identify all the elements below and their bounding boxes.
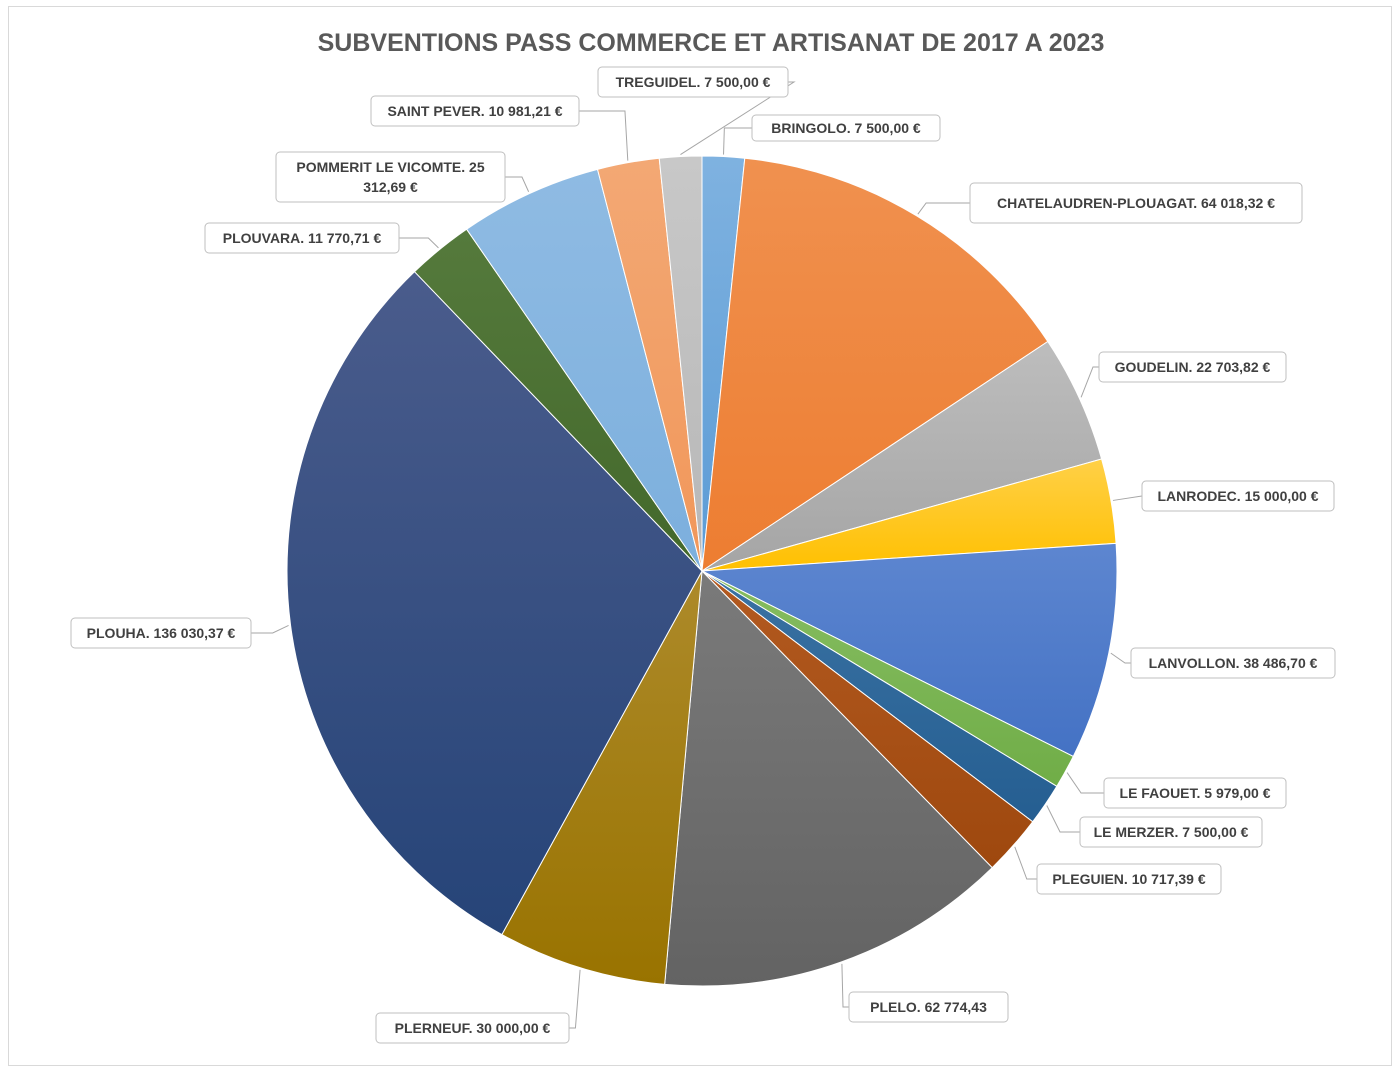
data-label-text: LANVOLLON. 38 486,70 € [1149,655,1318,671]
data-label-box [204,222,400,254]
data-label-box [1079,816,1263,848]
leader-line [1066,772,1104,794]
data-label-lanrodec: LANRODEC. 15 000,00 € [1141,480,1335,512]
data-label-box [1141,480,1335,512]
data-labels: BRINGOLO. 7 500,00 € CHATELAUDREN-PLOUAGA… [70,66,1336,1044]
data-label-treguidel: TREGUIDEL. 7 500,00 € [597,66,789,98]
leader-line [917,202,970,215]
leader-line [569,969,581,1029]
pie-slice-lanvollon [700,542,1118,758]
leader-line [579,110,629,161]
data-label-text: PLOUHA. 136 030,37 € [87,625,236,641]
data-label-text: PLERNEUF. 30 000,00 € [395,1020,551,1036]
leader-line [1014,846,1037,880]
data-label-box [751,114,941,142]
data-label-text: GOUDELIN. 22 703,82 € [1115,359,1271,375]
leader-line [1046,805,1080,833]
data-label-le-faouet: LE FAOUET. 5 979,00 € [1103,777,1287,809]
leader-line [251,625,289,634]
data-label-box [375,1012,570,1044]
chart-frame: SUBVENTIONS PASS COMMERCE ET ARTISANAT D… [8,6,1392,1066]
data-label-plelo: PLELO. 62 774,43 [848,991,1009,1023]
pie-slice-plouha [286,270,703,936]
data-label-pleguien: PLEGUIEN. 10 717,39 € [1036,863,1222,895]
leader-line [399,237,439,249]
data-label-text: PLEGUIEN. 10 717,39 € [1052,871,1206,887]
data-label-bringolo: BRINGOLO. 7 500,00 € [751,114,941,142]
chart-title: SUBVENTIONS PASS COMMERCE ET ARTISANAT D… [318,29,1105,57]
data-label-box [848,991,1009,1023]
slices-layer [286,155,1118,987]
leader-line [1080,366,1099,398]
data-label-text: LE MERZER. 7 500,00 € [1094,824,1249,840]
leader-lines [251,81,1143,1029]
pie-chart: SUBVENTIONS PASS COMMERCE ET ARTISANAT D… [70,29,1336,1044]
data-label-le-merzer: LE MERZER. 7 500,00 € [1079,816,1263,848]
pie-slice-plerneuf [501,570,703,985]
data-label-box [1036,863,1222,895]
pie-slice-chatelaudren-plouagat [701,157,1049,573]
data-label-box [1130,647,1336,679]
leader-line [723,127,752,155]
leader-line [680,81,796,155]
data-label-box [1103,777,1287,809]
pie-slice-pommerit-le-vicomte [465,168,703,572]
data-label-text: PLELO. 62 774,43 [870,999,987,1015]
data-label-box [597,66,789,98]
data-label-text: CHATELAUDREN-PLOUAGAT. 64 018,32 € [997,195,1275,211]
data-label-text: BRINGOLO. 7 500,00 € [771,120,921,136]
data-label-text: 312,69 € [363,179,418,195]
data-label-text: LE FAOUET. 5 979,00 € [1120,785,1271,801]
data-label-box [969,182,1303,224]
data-label-pommerit-le-vicomte: POMMERIT LE VICOMTE. 25 312,69 € [275,151,506,203]
pie-slice-treguidel [658,155,703,572]
data-label-goudelin: GOUDELIN. 22 703,82 € [1098,351,1287,383]
data-label-box [370,95,580,127]
data-label-text: PLOUVARA. 11 770,71 € [223,230,382,246]
leader-line [1112,495,1143,501]
leader-line [505,176,530,192]
data-label-lanvollon: LANVOLLON. 38 486,70 € [1130,647,1336,679]
data-label-box [1098,351,1287,383]
data-label-box [275,151,506,203]
data-label-text: SAINT PEVER. 10 981,21 € [387,103,562,119]
data-label-plouha: PLOUHA. 136 030,37 € [70,617,252,649]
data-label-text: POMMERIT LE VICOMTE. 25 [296,159,484,175]
leader-line [841,963,849,1008]
data-label-chatelaudren-plouagat: CHATELAUDREN-PLOUAGAT. 64 018,32 € [969,182,1303,224]
data-label-plerneuf: PLERNEUF. 30 000,00 € [375,1012,570,1044]
data-label-plouvara: PLOUVARA. 11 770,71 € [204,222,400,254]
pie-slice-plelo [664,569,993,987]
leader-line [1110,652,1131,664]
data-label-box [70,617,252,649]
data-label-text: LANRODEC. 15 000,00 € [1157,488,1318,504]
data-label-text: TREGUIDEL. 7 500,00 € [616,74,771,90]
data-label-saint-pever: SAINT PEVER. 10 981,21 € [370,95,580,127]
